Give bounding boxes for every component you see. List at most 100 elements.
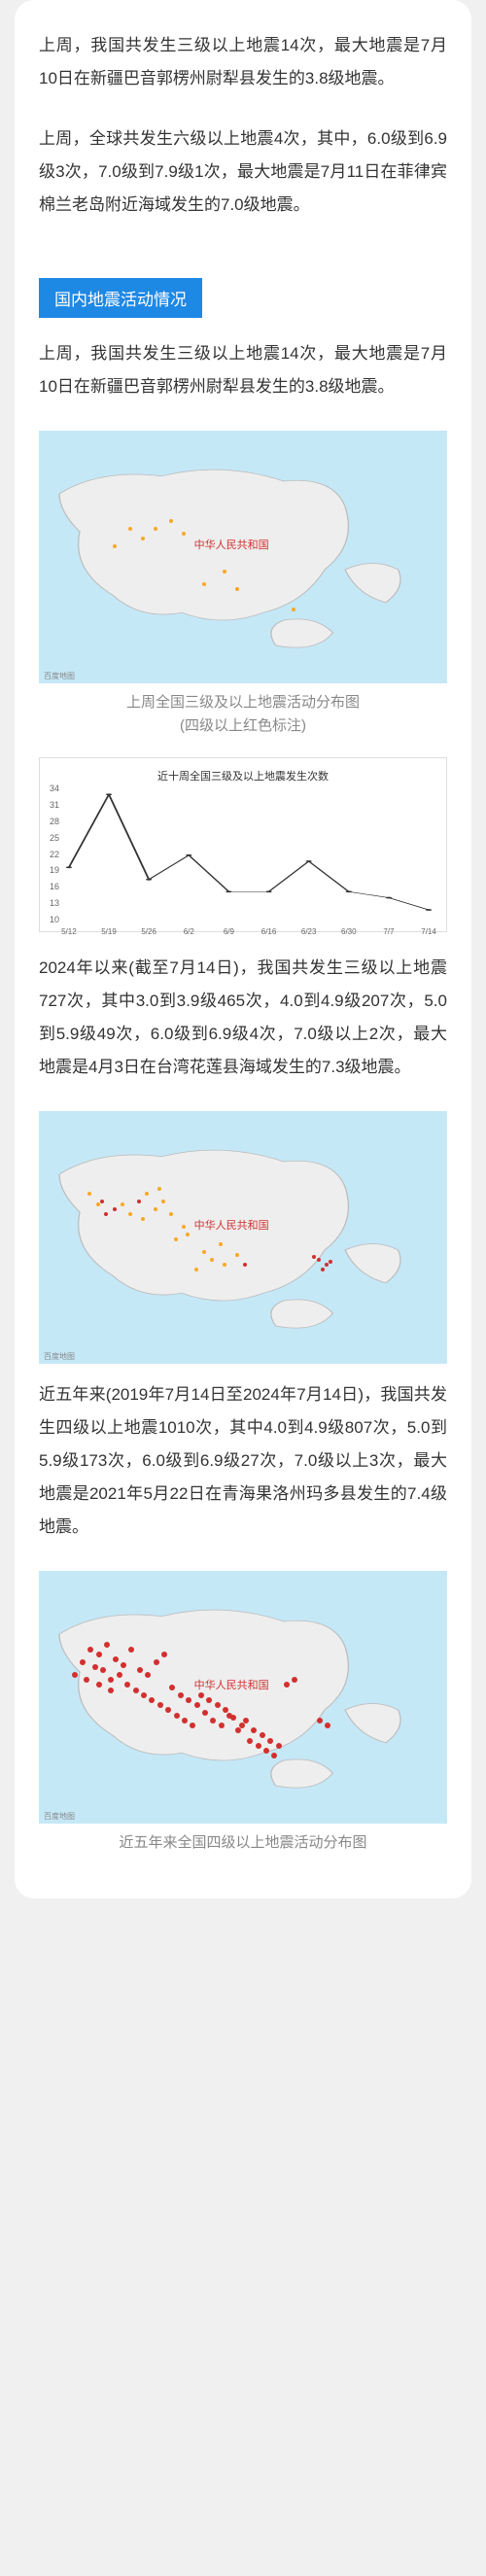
earthquake-marker xyxy=(72,1672,78,1678)
earthquake-marker xyxy=(100,1200,104,1203)
earthquake-marker xyxy=(219,1723,225,1728)
earthquake-marker xyxy=(256,1743,261,1749)
chart-x-label: 6/16 xyxy=(261,927,277,936)
chart-x-label: 5/19 xyxy=(101,927,117,936)
map-country-label: 中华人民共和国 xyxy=(194,537,269,552)
earthquake-marker xyxy=(235,1727,241,1733)
earthquake-marker xyxy=(117,1672,122,1678)
earthquake-marker xyxy=(113,1207,117,1211)
line-chart-container: 近十周全国三级及以上地震发生次数 3431282522191613105/125… xyxy=(39,757,447,932)
article-page: 上周，我国共发生三级以上地震14次，最大地震是7月10日在新疆巴音郭楞州尉犁县发… xyxy=(15,0,471,1898)
earthquake-marker xyxy=(219,1242,223,1246)
intro-paragraph-1: 上周，我国共发生三级以上地震14次，最大地震是7月10日在新疆巴音郭楞州尉犁县发… xyxy=(39,29,447,95)
earthquake-marker xyxy=(113,544,117,548)
earthquake-marker xyxy=(276,1743,282,1749)
earthquake-marker xyxy=(133,1688,139,1693)
chart-point xyxy=(226,890,231,892)
earthquake-marker xyxy=(104,1642,110,1648)
earthquake-marker xyxy=(202,582,206,586)
chart-point xyxy=(106,793,112,795)
earthquake-marker xyxy=(178,1692,184,1698)
earthquake-marker xyxy=(182,1225,186,1229)
map-2-container: 中华人民共和国 百度地图 xyxy=(39,1111,447,1364)
chart-point xyxy=(386,897,392,899)
chart-point xyxy=(186,854,191,856)
earthquake-marker xyxy=(174,1237,178,1241)
earthquake-marker xyxy=(80,1659,86,1665)
earthquake-marker xyxy=(263,1748,269,1754)
earthquake-marker xyxy=(235,1253,239,1257)
chart-point xyxy=(305,860,311,862)
earthquake-marker xyxy=(325,1263,329,1267)
earthquake-marker xyxy=(215,1702,221,1708)
chart-x-label: 6/23 xyxy=(301,927,317,936)
earthquake-marker xyxy=(100,1667,106,1673)
chart-area: 3431282522191613105/125/195/266/26/96/16… xyxy=(50,788,436,934)
map-1-container: 中华人民共和国 百度地图 上周全国三级及以上地震活动分布图 (四级以上红色标注) xyxy=(39,431,447,738)
earthquake-marker xyxy=(137,1667,143,1673)
earthquake-marker xyxy=(247,1738,253,1744)
chart-point xyxy=(265,890,271,892)
earthquake-marker xyxy=(239,1723,245,1728)
map-2: 中华人民共和国 百度地图 xyxy=(39,1111,447,1364)
earthquake-marker xyxy=(202,1710,208,1716)
earthquake-marker xyxy=(154,527,157,531)
earthquake-marker xyxy=(154,1659,159,1665)
earthquake-marker xyxy=(154,1207,157,1211)
earthquake-marker xyxy=(121,1662,126,1668)
earthquake-marker xyxy=(182,1718,188,1723)
map-3-container: 中华人民共和国 百度地图 近五年来全国四级以上地震活动分布图 xyxy=(39,1571,447,1855)
chart-x-label: 6/2 xyxy=(184,927,194,936)
earthquake-marker xyxy=(235,587,239,591)
earthquake-marker xyxy=(202,1250,206,1254)
chart-line xyxy=(69,794,429,910)
map-country-label: 中华人民共和国 xyxy=(194,1677,269,1692)
earthquake-marker xyxy=(194,1268,198,1271)
section1-paragraph-3: 近五年来(2019年7月14日至2024年7月14日)，我国共发生四级以上地震1… xyxy=(39,1378,447,1544)
earthquake-marker xyxy=(92,1664,98,1670)
earthquake-marker xyxy=(157,1187,161,1191)
chart-point xyxy=(346,890,352,892)
earthquake-marker xyxy=(223,1263,226,1267)
map-1-caption: 上周全国三级及以上地震活动分布图 xyxy=(39,691,447,714)
map-3-caption: 近五年来全国四级以上地震活动分布图 xyxy=(39,1831,447,1855)
section1-paragraph-2: 2024年以来(截至7月14日)，我国共发生三级以上地震727次，其中3.0到3… xyxy=(39,952,447,1084)
map-attribution: 百度地图 xyxy=(44,671,75,681)
map-attribution: 百度地图 xyxy=(44,1811,75,1822)
map-attribution: 百度地图 xyxy=(44,1351,75,1362)
earthquake-marker xyxy=(317,1258,321,1262)
earthquake-marker xyxy=(198,1692,204,1698)
chart-x-label: 7/7 xyxy=(383,927,394,936)
map-3: 中华人民共和国 百度地图 xyxy=(39,1571,447,1824)
earthquake-marker xyxy=(186,1233,190,1236)
chart-x-label: 6/30 xyxy=(341,927,357,936)
earthquake-marker xyxy=(121,1202,124,1206)
earthquake-marker xyxy=(137,1200,141,1203)
earthquake-marker xyxy=(141,1692,147,1698)
earthquake-marker xyxy=(243,1263,247,1267)
earthquake-marker xyxy=(157,1702,163,1708)
section-title-domestic: 国内地震活动情况 xyxy=(39,278,202,318)
earthquake-marker xyxy=(223,570,226,574)
chart-point xyxy=(66,866,72,868)
earthquake-marker xyxy=(174,1713,180,1719)
chart-title: 近十周全国三级及以上地震发生次数 xyxy=(50,768,436,783)
chart-x-label: 5/12 xyxy=(61,927,77,936)
chart-x-label: 6/9 xyxy=(224,927,234,936)
earthquake-marker xyxy=(96,1202,100,1206)
earthquake-marker xyxy=(182,532,186,536)
earthquake-marker xyxy=(194,1702,200,1708)
intro-paragraph-2: 上周，全球共发生六级以上地震4次，其中，6.0级到6.9级3次，7.0级到7.9… xyxy=(39,122,447,222)
section1-paragraph-1: 上周，我国共发生三级以上地震14次，最大地震是7月10日在新疆巴音郭楞州尉犁县发… xyxy=(39,337,447,403)
chart-x-label: 5/26 xyxy=(141,927,156,936)
earthquake-marker xyxy=(161,1200,165,1203)
earthquake-marker xyxy=(317,1718,323,1723)
chart-point xyxy=(426,909,432,911)
earthquake-marker xyxy=(321,1268,325,1271)
map-1-caption-sub: (四级以上红色标注) xyxy=(39,714,447,738)
chart-point xyxy=(146,879,152,881)
chart-x-label: 7/14 xyxy=(421,927,436,936)
map-1: 中华人民共和国 百度地图 xyxy=(39,431,447,683)
chart-svg xyxy=(50,788,436,934)
map-country-label: 中华人民共和国 xyxy=(194,1217,269,1233)
